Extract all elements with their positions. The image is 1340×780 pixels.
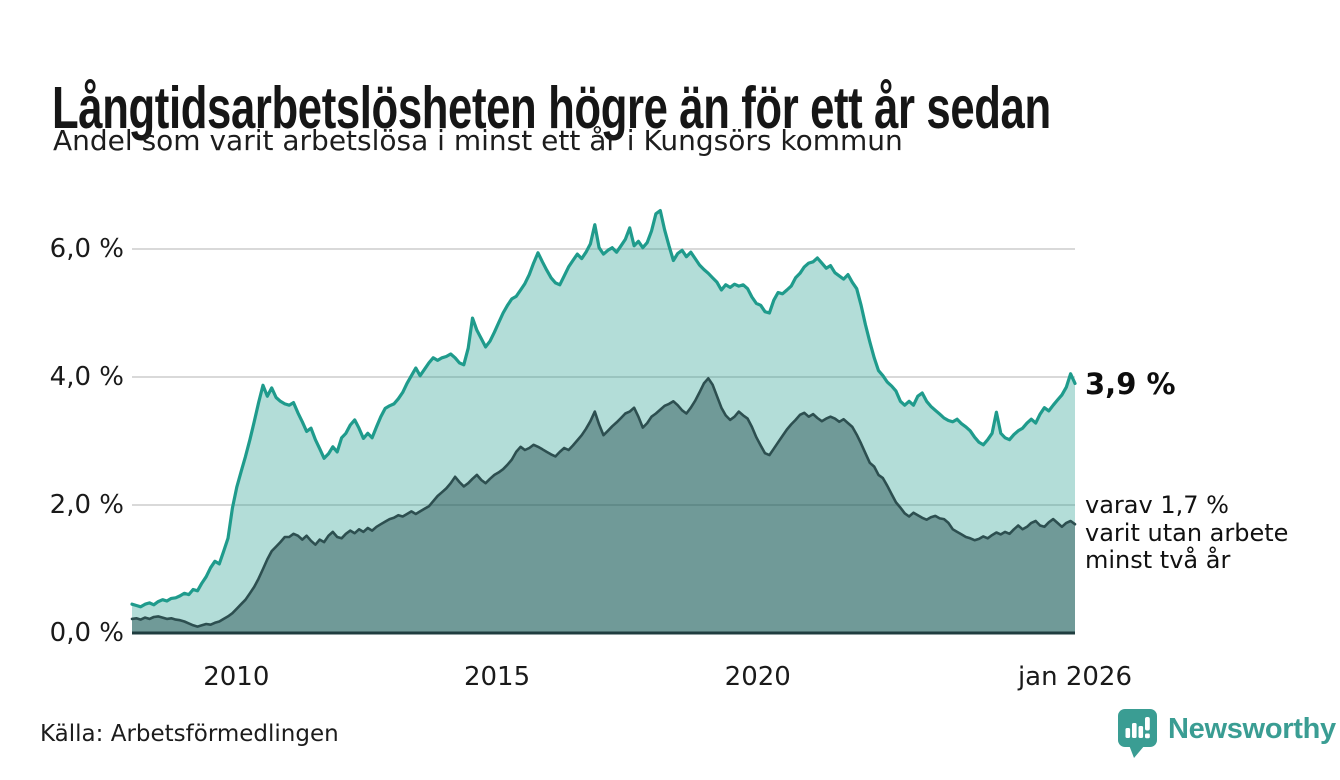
- y-tick-label: 2,0 %: [49, 490, 124, 520]
- newsworthy-logo[interactable]: Newsworthy: [1117, 708, 1336, 760]
- x-tick-label: jan 2026: [1017, 662, 1133, 692]
- x-tick-label: 2020: [724, 662, 791, 692]
- annotation-line: varav 1,7 %: [1085, 491, 1229, 519]
- x-tick-label: 2010: [203, 662, 270, 692]
- y-tick-label: 0,0 %: [49, 618, 124, 648]
- page-title: Långtidsarbetslösheten högre än för ett …: [52, 74, 1051, 141]
- line-total: [130, 209, 1077, 609]
- annotation-line: varit utan arbete: [1085, 518, 1289, 547]
- latest-value-label-two-years: varav 1,7 % varit utan arbete minst två …: [1085, 491, 1289, 575]
- newsworthy-wordmark: Newsworthy: [1168, 713, 1336, 745]
- page-subtitle: Andel som varit arbetslösa i minst ett å…: [53, 124, 903, 157]
- y-tick-label: 4,0 %: [49, 362, 124, 392]
- line-two-years: [130, 377, 1077, 628]
- area-two-years: [132, 378, 1075, 633]
- newsworthy-logo-icon: [1118, 709, 1157, 758]
- annotation-line: minst två år: [1085, 546, 1231, 574]
- x-tick-label: 2015: [463, 662, 531, 692]
- source-note: Källa: Arbetsförmedlingen: [40, 721, 339, 747]
- y-tick-label: 6,0 %: [49, 234, 124, 264]
- latest-value-label-total: 3,9 %: [1085, 367, 1176, 401]
